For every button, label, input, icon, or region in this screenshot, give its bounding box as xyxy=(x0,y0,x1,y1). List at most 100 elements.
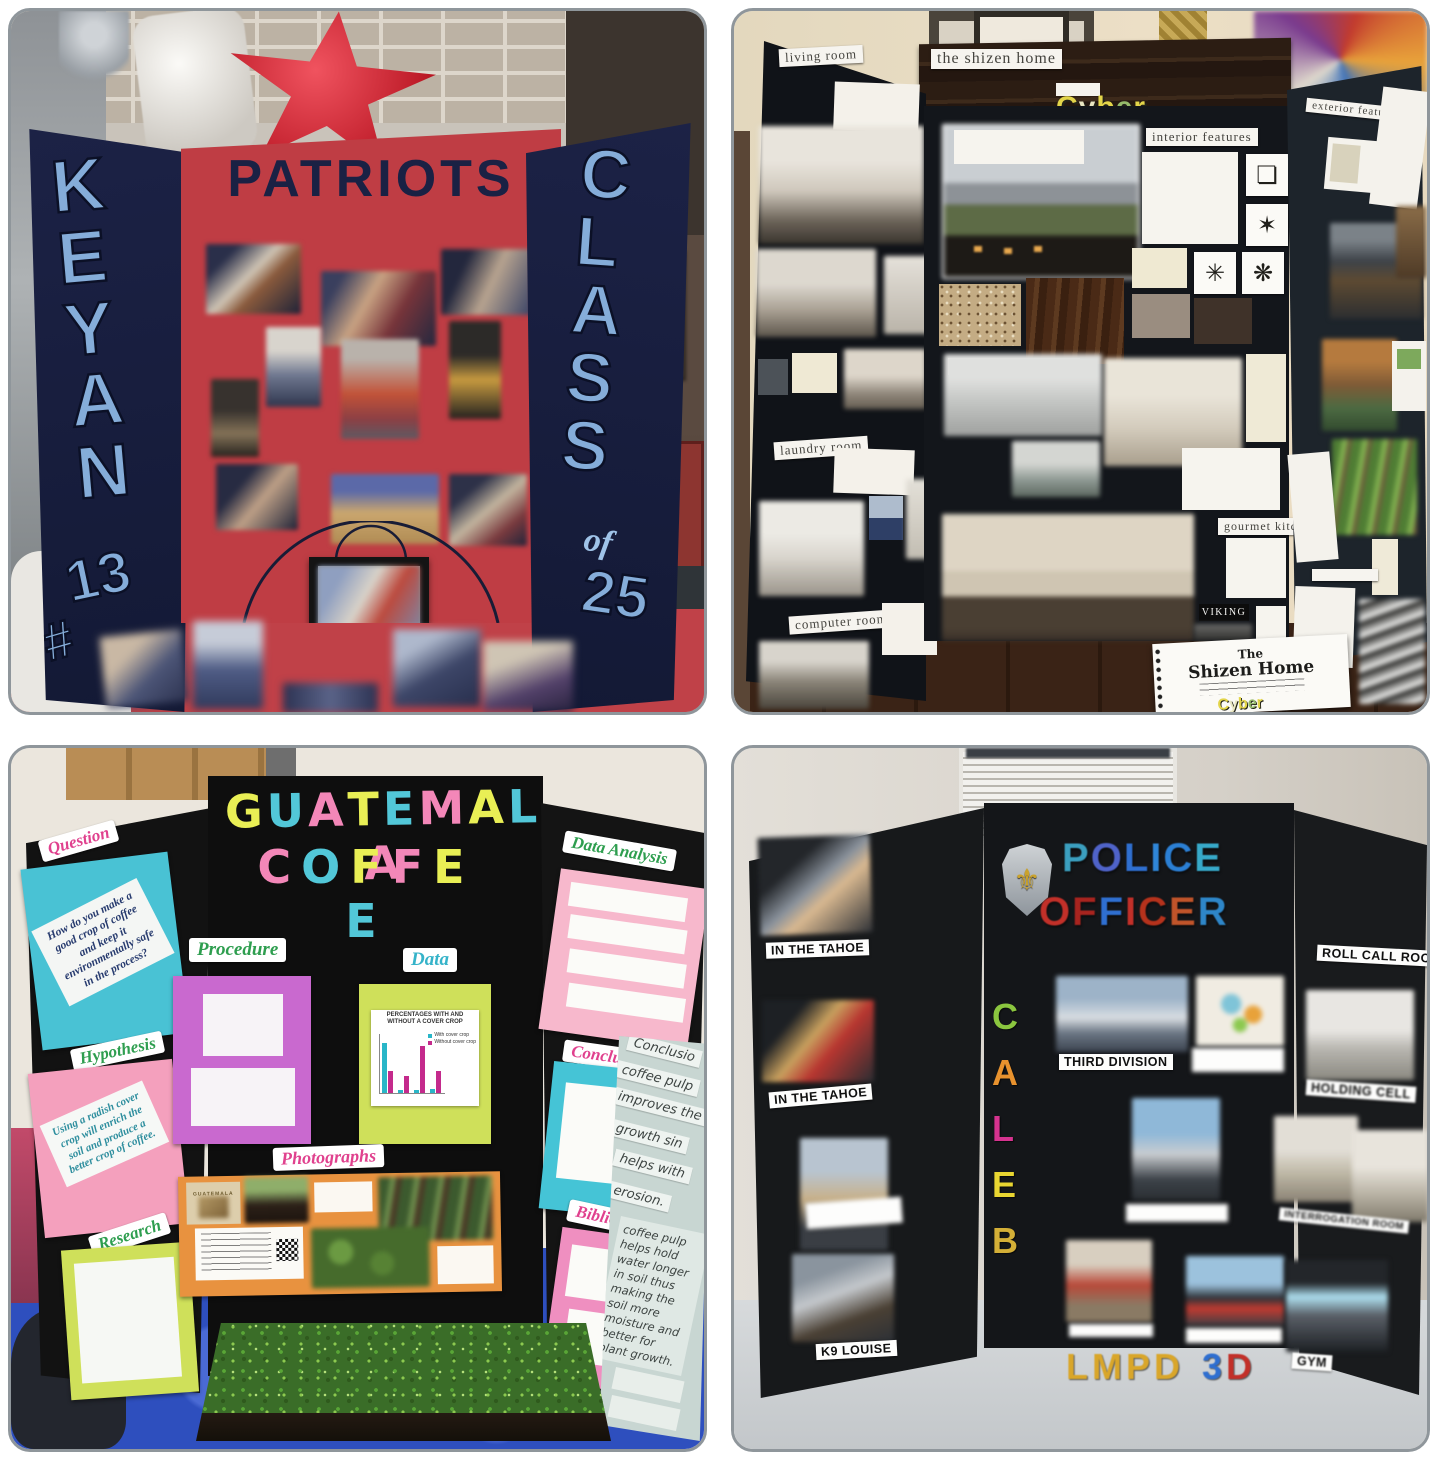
group-photo xyxy=(1132,1098,1220,1200)
qr-code xyxy=(276,1238,299,1262)
research-text-lines xyxy=(73,1256,182,1384)
intro-paragraph-card xyxy=(954,130,1084,164)
map-caption-blurred xyxy=(1192,1048,1284,1072)
laundry-notes xyxy=(833,447,915,496)
conclusion-flap: Conclusio coffee pulp improves the growt… xyxy=(599,1036,704,1441)
research-paper xyxy=(60,1241,200,1401)
team-photo xyxy=(441,249,531,315)
letter: O xyxy=(1039,890,1073,934)
letter: S xyxy=(562,336,617,420)
pergola-photo xyxy=(1322,339,1397,431)
third-division-label: THIRD DIVISION xyxy=(1059,1054,1173,1070)
letter: A xyxy=(65,355,128,445)
letter: K xyxy=(47,140,110,230)
paint-chip-cream xyxy=(1132,248,1187,288)
bar xyxy=(404,1076,409,1093)
photo-caption-card-2 xyxy=(437,1245,494,1285)
kitchen-notes-card xyxy=(1226,538,1286,598)
receipt-lines xyxy=(200,1232,272,1274)
letter: C xyxy=(1163,836,1195,880)
class-year: 25 xyxy=(576,555,654,633)
gym-label: GYM xyxy=(1291,1352,1333,1372)
photo-caption-card xyxy=(314,1181,373,1213)
suv-photo xyxy=(1186,1256,1284,1326)
letter: A xyxy=(467,779,505,835)
bar-group xyxy=(430,1034,441,1093)
letter: F xyxy=(1098,890,1125,934)
indoor-caption-blurred xyxy=(1069,1324,1153,1337)
cream-panel xyxy=(1246,354,1286,442)
soil-base xyxy=(196,1412,611,1441)
paint-chip xyxy=(792,353,837,393)
table-photo xyxy=(393,629,481,707)
paint-card xyxy=(1323,136,1379,194)
bathroom-photo-2 xyxy=(1012,441,1100,497)
legend-item: Without cover crop xyxy=(428,1039,476,1046)
hypothesis-text: Using a radish cover crop will enrich th… xyxy=(39,1080,170,1188)
coffee-field-photo xyxy=(310,1226,430,1289)
chandelier-card: ✶ xyxy=(1246,204,1288,246)
tahoe-photo-1 xyxy=(757,834,873,936)
sofa-photo xyxy=(844,349,926,409)
booklet: The Shizen Home Cyber xyxy=(1152,633,1351,712)
tahoe-photo-2 xyxy=(762,1000,874,1082)
bar xyxy=(436,1070,441,1093)
letter: M xyxy=(417,780,465,836)
holding-cell-photo xyxy=(1306,990,1414,1080)
product-card xyxy=(1392,341,1426,411)
bar xyxy=(382,1042,387,1093)
letter: D xyxy=(1154,1346,1185,1387)
letter: F xyxy=(391,840,430,894)
team-photo xyxy=(206,244,301,314)
team-photo xyxy=(321,271,436,346)
fleur-de-lis-icon: ⚜ xyxy=(1013,863,1041,897)
player-cutout xyxy=(211,379,259,457)
chandelier-card: ❋ xyxy=(1242,252,1284,294)
laundry-photo xyxy=(759,501,864,596)
letter: E xyxy=(382,781,415,836)
table-photo xyxy=(283,683,378,712)
indoor-photo xyxy=(1066,1240,1152,1322)
letter: L xyxy=(1123,836,1151,880)
letter: P xyxy=(1126,1346,1155,1387)
kitchen-photo xyxy=(942,514,1194,641)
photographs-label: Photographs xyxy=(272,1144,385,1171)
letter: A xyxy=(992,1052,1018,1093)
letter: E xyxy=(1194,836,1223,880)
k9-photo xyxy=(792,1254,894,1342)
letter: C xyxy=(992,996,1018,1037)
board-center-panel: interior features ❏ ✶ ✳ ❋ master bathroo… xyxy=(924,106,1324,641)
paint-chips-blue xyxy=(869,496,903,540)
legend-swatch xyxy=(428,1040,433,1045)
chandelier-card: ❏ xyxy=(1246,154,1288,196)
letter: C xyxy=(1138,890,1170,934)
bar xyxy=(420,1045,425,1093)
wood-swatch xyxy=(1026,278,1124,364)
chart-legend: With cover crop Without cover crop xyxy=(428,1032,476,1046)
player-cutout xyxy=(449,321,501,419)
suv-caption-blurred xyxy=(1186,1328,1282,1343)
data-analysis-paper xyxy=(538,868,704,1050)
procedure-notes xyxy=(191,1068,295,1126)
table-photo xyxy=(483,641,573,711)
letter: B xyxy=(992,1220,1018,1261)
package-image xyxy=(198,1195,229,1219)
letter: C xyxy=(577,132,635,216)
letter: E xyxy=(53,212,112,301)
letter: U xyxy=(266,783,305,838)
table-photo xyxy=(193,621,263,709)
letter: O xyxy=(1090,836,1124,880)
data-paper: Percentages with and without a cover cro… xyxy=(359,984,491,1144)
roll-call-photo xyxy=(1326,818,1427,949)
cream-card xyxy=(1372,539,1398,595)
letter: E xyxy=(1169,890,1198,934)
pink-fabric xyxy=(11,1128,39,1303)
booklet-cyber-logo: Cyber xyxy=(1217,694,1263,712)
bar xyxy=(414,1090,419,1093)
